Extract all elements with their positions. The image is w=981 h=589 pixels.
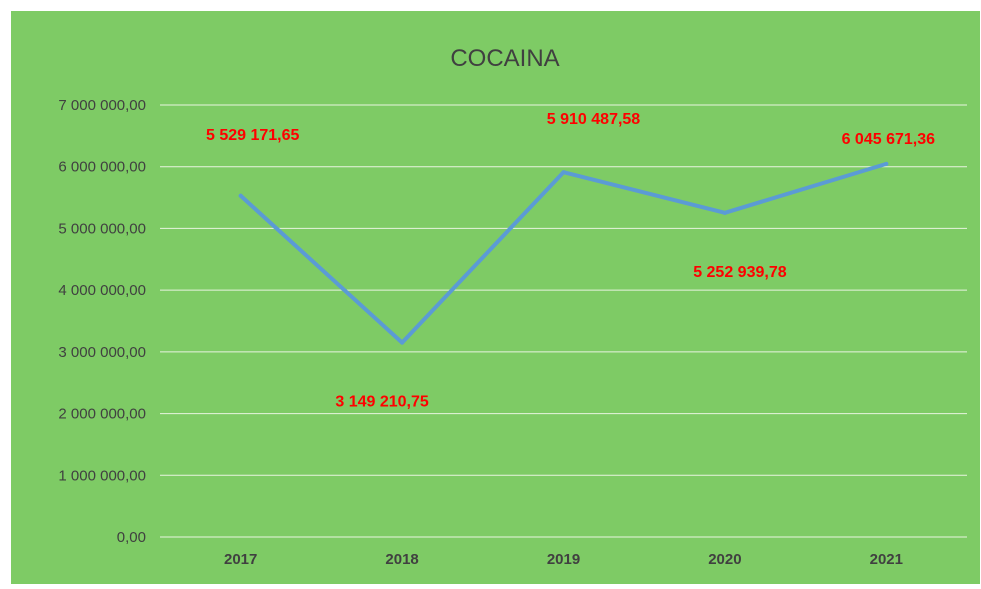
line-chart: COCAINA 0,00 1 000 000,00 2 000 000,00 3 00… (58, 45, 967, 568)
y-tick-label: 5 000 000,00 (58, 220, 146, 237)
chart-area: COCAINA 0,00 1 000 000,00 2 000 000,00 3 00… (11, 11, 980, 584)
data-point (238, 193, 243, 198)
chart-title: COCAINA (450, 45, 559, 72)
data-point (561, 170, 566, 175)
y-tick-label: 1 000 000,00 (58, 467, 146, 484)
x-tick-label: 2020 (708, 551, 741, 568)
gridlines (160, 104, 967, 538)
series-line (238, 161, 889, 345)
data-label: 5 529 171,65 (206, 127, 300, 144)
data-label: 5 252 939,78 (693, 264, 787, 281)
y-tick-label: 3 000 000,00 (58, 344, 146, 361)
x-tick-label: 2017 (224, 551, 257, 568)
y-tick-label: 4 000 000,00 (58, 282, 146, 299)
data-label: 5 910 487,58 (547, 111, 641, 128)
y-tick-label: 2 000 000,00 (58, 406, 146, 423)
y-tick-label: 0,00 (117, 529, 146, 546)
y-axis: 0,00 1 000 000,00 2 000 000,00 3 000 000,00… (58, 97, 146, 546)
data-label: 3 149 210,75 (335, 394, 429, 411)
series-layer (238, 161, 889, 345)
data-label: 6 045 671,36 (842, 131, 936, 148)
y-tick-label: 7 000 000,00 (58, 97, 146, 114)
x-axis: 2017 2018 2019 2020 2021 (224, 551, 903, 568)
x-tick-label: 2021 (870, 551, 903, 568)
x-tick-label: 2019 (547, 551, 580, 568)
data-point (400, 340, 405, 345)
data-point (722, 210, 727, 215)
y-tick-label: 6 000 000,00 (58, 159, 146, 176)
x-tick-label: 2018 (385, 551, 418, 568)
data-point (884, 161, 889, 166)
data-labels: 5 529 171,65 3 149 210,75 5 910 487,58 5 25… (206, 111, 935, 410)
